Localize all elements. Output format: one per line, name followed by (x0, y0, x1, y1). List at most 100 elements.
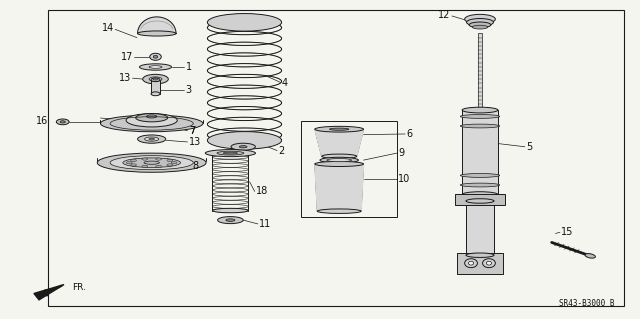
Ellipse shape (131, 164, 136, 166)
Ellipse shape (327, 159, 351, 162)
Ellipse shape (60, 121, 65, 123)
Text: 4: 4 (282, 78, 288, 88)
Ellipse shape (97, 153, 206, 172)
Ellipse shape (150, 53, 161, 60)
Ellipse shape (317, 209, 361, 213)
Ellipse shape (149, 138, 155, 140)
Ellipse shape (156, 158, 161, 160)
Ellipse shape (315, 161, 364, 167)
Ellipse shape (142, 165, 148, 167)
Ellipse shape (460, 174, 500, 177)
Ellipse shape (153, 56, 157, 58)
Ellipse shape (460, 115, 500, 118)
Ellipse shape (147, 115, 157, 118)
Ellipse shape (138, 135, 166, 143)
Ellipse shape (315, 126, 364, 132)
Ellipse shape (149, 66, 162, 68)
Text: 12: 12 (438, 10, 451, 20)
Ellipse shape (217, 151, 244, 155)
Ellipse shape (151, 92, 160, 96)
Polygon shape (34, 285, 64, 300)
Ellipse shape (167, 159, 173, 161)
Ellipse shape (469, 22, 491, 28)
Ellipse shape (460, 183, 500, 187)
Text: 2: 2 (278, 145, 285, 156)
Text: 7: 7 (189, 126, 195, 136)
Ellipse shape (140, 64, 172, 70)
Ellipse shape (167, 164, 173, 166)
Bar (455, 194, 505, 205)
Ellipse shape (153, 78, 158, 80)
Text: 8: 8 (192, 161, 198, 171)
Ellipse shape (138, 31, 176, 36)
Text: 16: 16 (36, 116, 48, 126)
Bar (301, 121, 397, 217)
Text: 13: 13 (119, 73, 131, 83)
Ellipse shape (465, 259, 477, 268)
Polygon shape (315, 164, 364, 211)
Ellipse shape (205, 150, 255, 157)
Ellipse shape (466, 199, 494, 203)
Bar (151, 80, 160, 94)
Ellipse shape (142, 158, 148, 160)
Ellipse shape (207, 14, 282, 31)
Ellipse shape (231, 143, 255, 150)
Ellipse shape (462, 107, 498, 113)
Ellipse shape (126, 114, 177, 127)
Polygon shape (315, 129, 364, 156)
Ellipse shape (100, 115, 203, 132)
Ellipse shape (320, 157, 358, 163)
Ellipse shape (462, 192, 498, 197)
Ellipse shape (110, 156, 193, 170)
Ellipse shape (151, 78, 160, 82)
Text: FR.: FR. (72, 283, 86, 292)
Ellipse shape (136, 114, 168, 122)
Ellipse shape (144, 161, 159, 164)
Ellipse shape (467, 19, 493, 26)
Ellipse shape (468, 261, 474, 265)
Ellipse shape (466, 253, 494, 257)
Ellipse shape (322, 154, 356, 159)
Ellipse shape (330, 128, 349, 130)
Ellipse shape (483, 259, 495, 268)
Ellipse shape (472, 25, 488, 29)
Ellipse shape (56, 119, 69, 125)
Text: SR43-B3000 B: SR43-B3000 B (559, 299, 614, 308)
Text: 6: 6 (406, 129, 413, 139)
Ellipse shape (212, 208, 248, 213)
Text: 10: 10 (398, 174, 410, 184)
Text: 9: 9 (398, 148, 404, 158)
Bar (466, 201, 494, 255)
Text: 11: 11 (259, 219, 271, 229)
Text: 15: 15 (561, 227, 573, 237)
Text: 18: 18 (256, 186, 268, 197)
Ellipse shape (131, 159, 136, 161)
Ellipse shape (172, 161, 177, 164)
Text: 7: 7 (189, 126, 195, 136)
Text: 13: 13 (189, 137, 201, 147)
Ellipse shape (123, 158, 180, 167)
Ellipse shape (223, 152, 237, 154)
Text: 5: 5 (526, 142, 532, 152)
Ellipse shape (460, 124, 500, 128)
Ellipse shape (127, 161, 132, 164)
Ellipse shape (218, 217, 243, 224)
Ellipse shape (486, 261, 492, 265)
Polygon shape (138, 17, 176, 33)
Ellipse shape (145, 137, 159, 141)
Text: 3: 3 (186, 85, 192, 95)
Text: 17: 17 (121, 52, 133, 62)
Ellipse shape (156, 165, 161, 167)
Bar (462, 110, 498, 195)
Text: 14: 14 (102, 23, 114, 33)
Bar (457, 253, 503, 274)
Ellipse shape (239, 145, 247, 148)
Text: 1: 1 (186, 62, 192, 72)
Bar (478, 33, 483, 108)
Ellipse shape (465, 14, 495, 24)
Ellipse shape (207, 131, 282, 149)
Ellipse shape (149, 77, 162, 81)
Ellipse shape (226, 219, 235, 221)
Ellipse shape (143, 74, 168, 84)
Ellipse shape (585, 254, 595, 258)
